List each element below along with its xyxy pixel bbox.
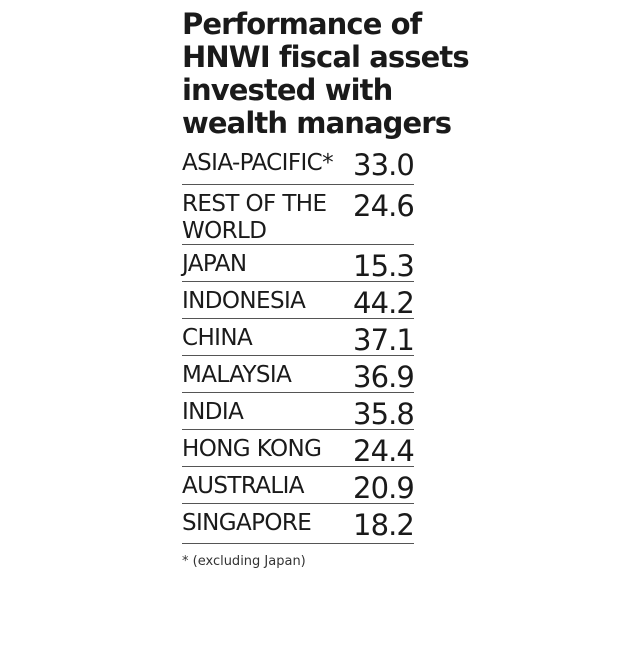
table-row: MALAYSIA 36.9 [182,355,415,394]
footnote: * (excluding Japan) [182,554,306,569]
table-row: SINGAPORE 18.2 [182,503,415,544]
row-value: 36.9 [353,360,415,394]
table-row: JAPAN 15.3 [182,244,415,283]
table-row: AUSTRALIA 20.9 [182,466,415,505]
title-line: invested with [182,73,393,107]
table-row: HONG KONG 24.4 [182,429,415,468]
row-label: REST OF THE WORLD [182,191,327,244]
row-label: HONG KONG [182,436,322,462]
title-line: Performance of [182,7,422,41]
row-value: 15.3 [353,249,415,283]
table-row: REST OF THE WORLD 24.6 [182,184,415,244]
row-label: JAPAN [182,251,247,277]
row-label: INDIA [182,399,244,425]
data-rows: ASIA-PACIFIC* 33.0 REST OF THE WORLD 24.… [182,144,415,544]
table-row: CHINA 37.1 [182,318,415,357]
row-value: 33.0 [353,148,415,182]
row-value: 37.1 [353,323,415,357]
row-label: CHINA [182,325,253,351]
row-label: ASIA-PACIFIC* [182,150,334,176]
row-label: INDONESIA [182,288,306,314]
table-row: ASIA-PACIFIC* 33.0 [182,144,415,184]
table-row: INDONESIA 44.2 [182,281,415,320]
row-value: 35.8 [353,397,415,431]
table-row: INDIA 35.8 [182,392,415,431]
row-value: 24.4 [353,434,415,468]
row-label: AUSTRALIA [182,473,305,499]
row-label: MALAYSIA [182,362,292,388]
row-value: 18.2 [353,508,415,542]
row-value: 24.6 [353,189,415,223]
row-value: 44.2 [353,286,415,320]
row-label: SINGAPORE [182,510,312,536]
title-line: HNWI fiscal assets [182,40,470,74]
title-line: wealth managers [182,106,452,140]
row-value: 20.9 [353,471,415,505]
chart-title: Performance of HNWI fiscal assets invest… [182,7,470,140]
performance-table-card: Performance of HNWI fiscal assets invest… [182,7,470,569]
